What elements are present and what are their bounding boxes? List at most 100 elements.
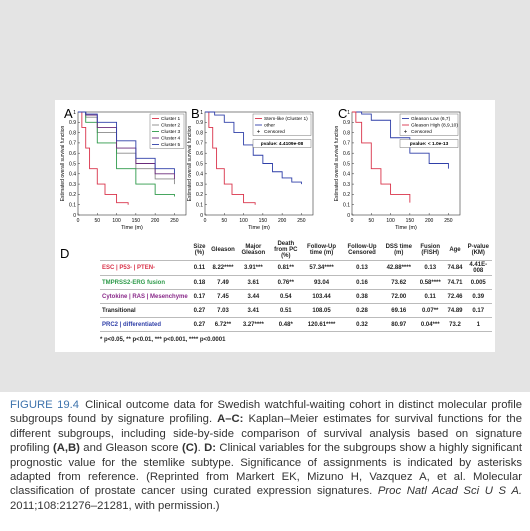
pvalue: pvalue: < 1.0e-13 <box>410 141 449 147</box>
survival-curve <box>352 111 411 203</box>
survival-curve <box>205 111 302 185</box>
table-cell: 8.22**** <box>209 260 237 276</box>
y-tick-label: 0.8 <box>343 130 350 136</box>
survival-curve <box>78 111 175 179</box>
x-tick-label: 50 <box>222 218 228 224</box>
table-cell: 7.49 <box>209 275 237 290</box>
table-cell: 0.27 <box>189 317 210 332</box>
panel-label: C <box>338 106 347 121</box>
x-tick-label: 0 <box>351 218 354 224</box>
pvalue-box <box>252 139 312 148</box>
table-cell: 0.16 <box>341 275 383 290</box>
x-tick-label: 200 <box>151 218 160 224</box>
x-tick-label: 200 <box>278 218 287 224</box>
table-cell: 0.32 <box>341 317 383 332</box>
x-tick-label: 250 <box>170 218 179 224</box>
column-header: Age <box>445 240 465 261</box>
column-header: Major Gleason <box>236 240 270 261</box>
legend-box <box>252 113 312 136</box>
x-tick-label: 100 <box>239 218 248 224</box>
table-cell: 3.61 <box>236 275 270 290</box>
caption-label: FIGURE 19.4 <box>10 399 80 411</box>
table-cell: 1 <box>464 317 492 332</box>
y-tick-label: 0.5 <box>69 161 76 167</box>
x-tick-label: 0 <box>77 218 80 224</box>
y-tick-label: 1 <box>200 110 203 116</box>
table-cell: 0.13 <box>414 260 446 276</box>
pvalue-box <box>399 139 459 148</box>
y-tick-label: 0.6 <box>69 151 76 157</box>
legend-label: Cluster 2 <box>161 123 181 129</box>
legend-label: Cluster 3 <box>161 129 181 135</box>
table-cell: 103.44 <box>301 289 342 304</box>
column-header: P-value (KM) <box>464 240 492 261</box>
table-cell: 72.46 <box>445 289 465 304</box>
table-cell: 0.04*** <box>414 317 446 332</box>
table-cell: 57.34**** <box>301 260 342 276</box>
table-cell: 74.84 <box>445 260 465 276</box>
caption-text: Proc Natl Acad Sci U S A. <box>377 485 522 498</box>
column-header: Follow-Up Censored <box>341 240 383 261</box>
y-tick-label: 0.9 <box>69 120 76 126</box>
table-cell: 0.81** <box>269 260 302 276</box>
y-tick-label: 0.6 <box>343 151 350 157</box>
footnote: * p<0.05, ** p<0.01, *** p<0.001, **** p… <box>100 337 226 343</box>
table-cell: 0.07** <box>414 303 446 318</box>
x-tick-label: 150 <box>259 218 268 224</box>
legend-label: Cluster 1 <box>161 116 181 122</box>
table-cell: 0.13 <box>341 260 383 276</box>
legend-label: Stem-like (Cluster 1) <box>264 116 308 122</box>
row-label: Transitional <box>100 303 190 318</box>
y-tick-label: 0.2 <box>196 192 203 198</box>
row-label: ESC | P53- | PTEN- <box>100 260 190 276</box>
table-cell: 0.18 <box>189 275 210 290</box>
caption-text: 2011;108:21276–21281, with permission.) <box>10 499 220 512</box>
row-label: TMPRSS2-ERG fusion <box>100 275 190 290</box>
table-cell: 0.28 <box>341 303 383 318</box>
row-label: Cytokine | RAS | Mesenchyme <box>100 289 190 304</box>
x-tick-label: 100 <box>386 218 395 224</box>
y-tick-label: 0.4 <box>343 172 350 178</box>
y-tick-label: 0.9 <box>196 120 203 126</box>
legend-label: other <box>264 123 275 129</box>
caption: FIGURE 19.4 Clinical outcome data for Swe… <box>10 398 522 513</box>
table-cell: 80.97 <box>382 317 415 332</box>
x-tick-label: 250 <box>297 218 306 224</box>
y-tick-label: 0.5 <box>343 161 350 167</box>
column-header: Death from PC (%) <box>269 240 302 261</box>
y-axis-label: Estimated overall survival function <box>60 125 66 201</box>
x-axis-label: Time (m) <box>395 225 417 231</box>
y-tick-label: 0.7 <box>69 141 76 147</box>
table-cell: 4.41E-008 <box>464 260 492 276</box>
pvalue: pvalue: 4.4109e-08 <box>261 141 304 147</box>
table-cell: 3.91*** <box>236 260 270 276</box>
panel-label: A <box>64 106 73 121</box>
caption-text: Kaplan–Meier estimates for survival func… <box>10 413 522 455</box>
table-cell: 7.03 <box>209 303 237 318</box>
caption-text: Clinical outcome data for Swedish watchf… <box>10 399 522 426</box>
y-tick-label: 0.3 <box>69 182 76 188</box>
table-cell: 0.38 <box>341 289 383 304</box>
x-tick-label: 150 <box>406 218 415 224</box>
legend-label: Censored <box>411 129 432 135</box>
table-cell: 93.04 <box>301 275 342 290</box>
table-cell: 42.88**** <box>382 260 415 276</box>
y-tick-label: 0.9 <box>343 120 350 126</box>
caption-text: A–C: <box>217 413 244 426</box>
y-tick-label: 0.7 <box>196 141 203 147</box>
table-cell: 108.05 <box>301 303 342 318</box>
censored-marker: + <box>257 130 261 136</box>
y-tick-label: 0.2 <box>69 192 76 198</box>
x-tick-label: 100 <box>112 218 121 224</box>
x-tick-label: 200 <box>425 218 434 224</box>
survival-curve <box>78 111 175 197</box>
y-tick-label: 0.8 <box>196 130 203 136</box>
column-header: DSS time (m) <box>382 240 415 261</box>
legend-label: Cluster 5 <box>161 142 181 148</box>
survival-curve <box>78 111 129 205</box>
table-cell: 3.27**** <box>236 317 270 332</box>
survival-curve <box>205 111 256 205</box>
y-tick-label: 1 <box>73 110 76 116</box>
survival-curve <box>352 111 449 169</box>
